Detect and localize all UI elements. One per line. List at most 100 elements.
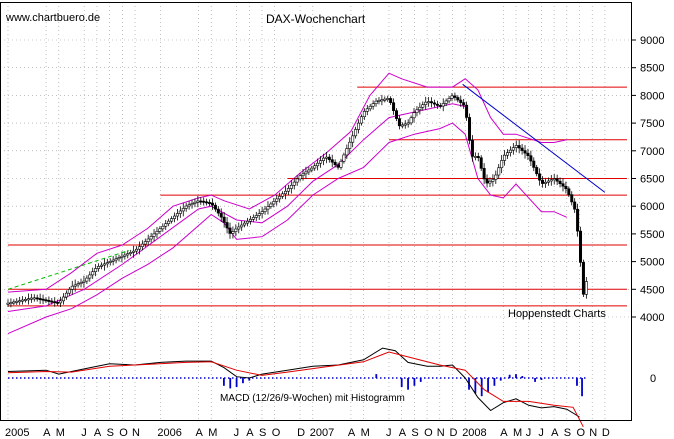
price-candle (164, 223, 168, 227)
price-candle (476, 156, 480, 159)
x-tick-label: A (43, 427, 51, 439)
watermark-text: www.chartbuero.de (6, 12, 101, 24)
price-candle (222, 216, 226, 223)
price-candle (330, 159, 334, 163)
price-candle (535, 167, 539, 175)
price-candle (111, 259, 115, 262)
x-tick-label: S (107, 427, 114, 439)
price-candle (327, 156, 331, 160)
y-tick-label: 8500 (640, 63, 664, 75)
price-candle (514, 145, 518, 148)
grid (0, 2, 632, 421)
x-tick-label: J (81, 427, 87, 439)
price-candle (161, 225, 165, 230)
price-candle (73, 284, 77, 287)
price-candle (552, 178, 556, 181)
price-candle (313, 165, 317, 169)
y-tick-label: 5000 (640, 257, 664, 269)
source-label: Hoppenstedt Charts (508, 308, 606, 320)
bollinger-upper-line (7, 72, 567, 293)
price-candle (354, 129, 358, 137)
macd-y-tick-label: 0 (650, 373, 656, 385)
histogram-bar (419, 378, 422, 382)
price-candle (132, 250, 136, 253)
price-candle (85, 277, 89, 282)
price-candle (351, 135, 355, 143)
price-candle (29, 297, 33, 300)
price-candle (494, 174, 498, 180)
price-candle (216, 208, 220, 214)
price-series (6, 92, 588, 308)
price-candle (135, 248, 139, 252)
x-tick-label: J (526, 427, 532, 439)
price-candle (248, 219, 252, 222)
x-tick-label: J (538, 427, 544, 439)
x-tick-label: S (411, 427, 418, 439)
price-candle (432, 102, 436, 105)
price-candle (237, 226, 241, 230)
x-tick-label: A (196, 427, 204, 439)
price-candle (254, 215, 258, 218)
price-candle (225, 222, 229, 229)
price-candle (178, 210, 182, 214)
price-candle (561, 183, 565, 187)
price-candle (453, 95, 457, 98)
price-candle (465, 104, 469, 118)
price-candle (508, 149, 512, 153)
price-candle (497, 167, 501, 176)
price-candle (365, 108, 369, 112)
y-tick-label: 6500 (640, 174, 664, 186)
x-tick-label: D (297, 427, 305, 439)
price-candle (319, 160, 323, 164)
y-tick-label: 5500 (640, 229, 664, 241)
price-candle (67, 289, 71, 294)
price-candle (470, 140, 474, 157)
price-candle (456, 97, 460, 101)
price-candle (304, 171, 308, 175)
price-candle (359, 116, 363, 124)
price-candle (421, 104, 425, 108)
x-tick-label: S (564, 427, 571, 439)
histogram-bar (487, 378, 489, 393)
x-axis-ticks: 2005 A M J A S O N 2006 A M J A S O D 2007 A M J A S O N D 2008 A M… (5, 427, 610, 439)
price-candle (505, 152, 509, 156)
macd-caption: MACD (12/26/9-Wochen) mit Histogramm (220, 393, 405, 404)
price-candle (418, 106, 422, 111)
x-tick-label: M (513, 427, 522, 439)
price-candle (406, 122, 410, 125)
price-candle (520, 147, 524, 151)
price-candle (292, 181, 296, 186)
x-tick-label: M (361, 427, 370, 439)
price-candle (24, 299, 28, 301)
price-candle (558, 180, 562, 185)
price-candle (584, 281, 588, 295)
y-tick-label: 4000 (640, 312, 664, 324)
price-candle (479, 157, 483, 169)
x-tick-label: O (424, 427, 433, 439)
price-candle (324, 156, 328, 159)
price-candle (175, 213, 179, 217)
price-candle (172, 215, 176, 219)
x-tick-label: M (208, 427, 217, 439)
price-candle (184, 205, 188, 209)
x-tick-label: O (577, 427, 586, 439)
price-candle (295, 178, 299, 183)
price-candle (430, 101, 434, 104)
price-candle (283, 190, 287, 195)
price-candle (143, 241, 147, 245)
price-candle (281, 193, 285, 197)
price-candle (485, 178, 489, 184)
plot-border (0, 2, 632, 421)
price-candle (576, 208, 580, 232)
histogram-bar (508, 374, 511, 378)
x-tick-label: N (132, 427, 140, 439)
x-tick-label: N (437, 427, 445, 439)
chart-title: DAX-Wochenchart (266, 12, 366, 26)
price-candle (415, 109, 419, 113)
bollinger-bands (7, 72, 568, 335)
price-candle (6, 302, 10, 305)
price-candle (500, 160, 504, 169)
x-tick-label: J (386, 427, 392, 439)
price-candle (549, 179, 553, 182)
